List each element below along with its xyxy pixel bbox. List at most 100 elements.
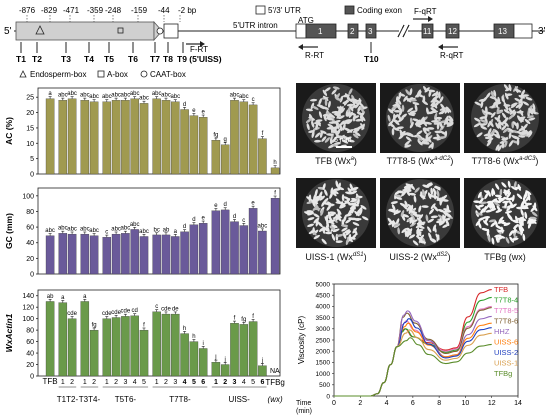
bar [102,237,112,275]
x-tick-label: 1 [105,379,109,386]
significance-letter: f [262,131,264,137]
significance-letter: cde [161,306,171,312]
x-axis-label: Time [296,400,311,407]
legend-entry: HHZ [494,327,510,336]
significance-letter: abc [230,93,240,99]
y-tick-label: 500 [319,382,330,389]
y-axis-label: WxActin1 [4,313,14,352]
x-tick-label: 6 [201,379,205,386]
significance-letter: abc [111,226,121,232]
bar [89,235,99,275]
target-t6: T6 [128,54,138,64]
significance-letter: cde [111,310,121,316]
pos-44: -44 [158,6,170,15]
bar [270,198,280,275]
x-tick-label: 2 [223,379,227,386]
legend-intron: 5'UTR intron [233,21,278,30]
bar [139,329,149,377]
legend-endosperm-icon [19,70,27,78]
primer-f-qrt: F-qRT [414,7,437,16]
significance-letter: abc [111,93,121,99]
y-tick-label: 80 [26,209,34,216]
bar [239,101,249,175]
y-tick-label: 60 [26,339,34,346]
significance-letter: de [172,306,179,312]
x-axis-label-unit: (min) [296,408,312,415]
bar [80,301,90,377]
bar [198,117,208,175]
target-t4: T4 [84,54,94,64]
legend-entry: TFBg [494,369,512,378]
pos-471: -471 [63,6,80,15]
series-line [334,306,492,397]
y-tick-label: 2500 [316,337,331,344]
x-tick-label: 4 [242,379,246,386]
bar [89,329,99,377]
x-group-label: TFBg [265,378,285,387]
x-tick-label: 10 [462,400,470,407]
bar [111,317,121,377]
y-tick-label: 1000 [316,371,331,378]
significance-letter: f [143,322,145,328]
legend-coding-icon [344,5,355,15]
legend-utr-icon [255,5,266,15]
exon-3-label: 3 [368,27,373,36]
bar [211,140,221,175]
significance-letter: abc [80,226,90,232]
x-tick-label: 14 [514,400,522,407]
significance-letter: abc [121,93,131,99]
bar [161,313,171,377]
significance-letter: cde [67,311,77,317]
significance-letter: abc [45,228,55,234]
bar [220,209,230,275]
significance-letter: fg [213,133,218,139]
utr-exon-2 [295,23,307,39]
target-t8: T8 [163,54,173,64]
pos-159: -159 [131,6,148,15]
bar [180,231,189,275]
y-tick-label: 0 [30,272,34,279]
bar [248,321,258,377]
rice-grains [386,84,454,152]
bar [180,333,189,377]
five-prime-label: 5' [4,26,12,37]
significance-letter: f [252,314,254,320]
significance-letter: d [183,224,186,230]
y-axis-label: Viscosity (cP) [297,316,306,365]
significance-letter: abc [80,93,90,99]
bar [258,230,267,275]
rice-grains [302,179,370,247]
significance-letter: h [183,326,186,332]
exon-2-label: 2 [350,27,355,36]
a-box-icon [117,27,124,34]
significance-letter: a [48,91,52,97]
exon-13-label: 13 [498,27,507,36]
x-tick-label: 4 [133,379,137,386]
bar [80,233,90,275]
y-tick-label: 60 [26,225,34,232]
target-t1: T1 [16,54,26,64]
significance-letter: h [273,160,276,166]
x-tick-label: 12 [488,400,496,407]
bar [58,100,68,175]
legend-endosperm: Endosperm-box [30,70,86,79]
rice-grains [302,84,370,152]
significance-letter: c [155,304,158,310]
significance-letter: ab [47,294,54,300]
bar [102,101,112,175]
significance-letter: c [105,230,108,236]
legend-entry: T7T8-6 [494,317,518,326]
bar [198,348,208,377]
utr-exon-1 [163,23,179,39]
significance-letter: ab [163,227,170,233]
bar [45,235,55,275]
legend-abox: A-box [107,70,128,79]
y-tick-label: 0 [326,393,330,400]
bar [248,208,258,275]
x-tick-label: 1 [155,379,159,386]
x-tick-label: 8 [437,400,441,407]
x-tick-label: 0 [332,400,336,407]
bar [211,210,221,275]
